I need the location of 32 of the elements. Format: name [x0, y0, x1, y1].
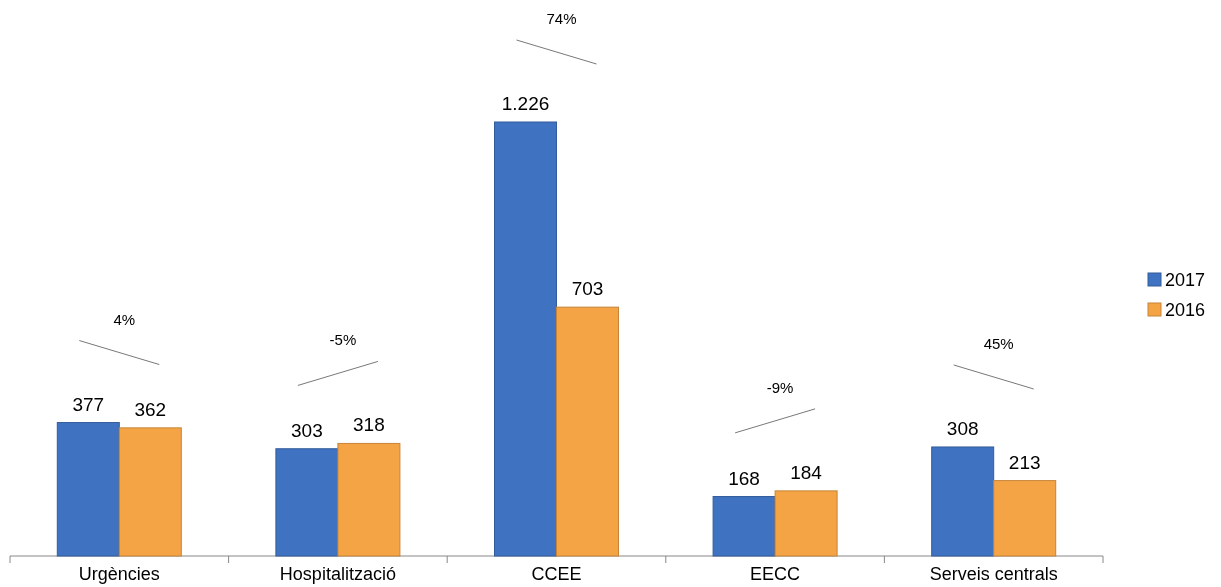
- data-label: 184: [790, 461, 823, 483]
- bar: [931, 446, 995, 557]
- bar: [118, 427, 182, 557]
- data-label: 213: [1008, 451, 1041, 473]
- legend-label: 2017: [1165, 270, 1206, 290]
- data-label: 303: [291, 419, 323, 441]
- bar: [275, 448, 339, 557]
- data-label: 362: [134, 398, 167, 420]
- x-tick-label: Urgències: [78, 564, 160, 584]
- annotation: -5%: [329, 331, 357, 349]
- bar: [993, 480, 1057, 557]
- bar: [774, 490, 838, 557]
- data-label: 318: [353, 414, 385, 436]
- data-label: 703: [571, 278, 604, 300]
- x-tick-label: EECC: [750, 564, 801, 584]
- legend-label: 2016: [1165, 300, 1206, 320]
- annotation: -9%: [766, 378, 794, 396]
- data-label: 377: [72, 393, 105, 415]
- annotation: 4%: [113, 310, 136, 328]
- data-label: 308: [946, 417, 979, 439]
- bar: [337, 442, 401, 557]
- x-tick-label: Serveis centrals: [929, 564, 1058, 584]
- data-label: 1.226: [501, 93, 550, 114]
- bar: [556, 306, 619, 557]
- bar: [56, 422, 120, 557]
- x-tick-label: CCEE: [531, 564, 582, 584]
- text: 74%: [546, 10, 577, 27]
- bar: [494, 121, 557, 557]
- x-tick-label: Hospitalització: [279, 564, 396, 584]
- data-label: 168: [728, 467, 760, 489]
- bar: [712, 496, 776, 557]
- annotation: 45%: [983, 334, 1014, 352]
